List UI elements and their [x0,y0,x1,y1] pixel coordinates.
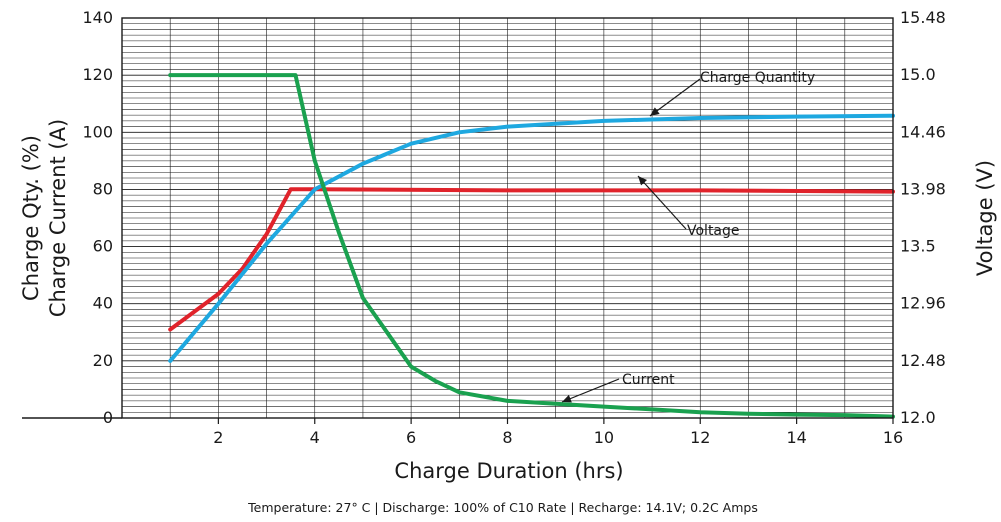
series-charge-quantity [168,113,895,363]
annotation-voltage-arrowhead [638,176,648,186]
y-tick-label-left: 80 [93,179,113,198]
x-tick-label: 8 [502,428,512,447]
tick-labels: 2 4 6 8 10 12 14 16 0 20 40 60 80 100 120 140 12.0 12.48 1… [82,8,945,447]
y-tick-label-right: 12.96 [900,294,946,313]
y-tick-label-right: 15.0 [900,65,936,84]
x-tick-label: 10 [594,428,614,447]
y-tick-label-left: 140 [82,8,113,27]
y-tick-label-right: 12.48 [900,351,946,370]
x-axis-title: Charge Duration (hrs) [394,459,623,483]
annotation-current-arrowhead [562,394,572,403]
y-tick-label-left: 120 [82,65,113,84]
x-tick-label: 4 [310,428,320,447]
chart-caption: Temperature: 27° C | Discharge: 100% of … [247,500,758,515]
series-current [168,73,895,419]
x-tick-label: 2 [213,428,223,447]
annotation-voltage-leader [637,175,687,230]
annotation-charge-quantity-arrowhead [650,107,660,116]
y-tick-label-left: 20 [93,351,113,370]
y-tick-label-left: 60 [93,237,113,256]
annotation-voltage-label: Voltage [687,223,740,239]
series-voltage [168,187,895,332]
y-axis-title-right: Voltage (V) [973,160,997,276]
y-tick-label-right: 13.5 [900,237,936,256]
y-tick-label-right: 14.46 [900,122,946,141]
y-tick-label-right: 15.48 [900,8,946,27]
annotation-current-label: Current [622,372,675,388]
y-tick-label-right: 12.0 [900,408,936,427]
x-tick-label: 14 [786,428,806,447]
x-tick-label: 6 [406,428,416,447]
series-layer [168,73,895,419]
y-axis-title-left-line1: Charge Qty. (%) [19,135,43,301]
annotation-charge-quantity-leader [649,78,701,117]
y-tick-label-left: 40 [93,294,113,313]
y-tick-label-left: 100 [82,122,113,141]
y-tick-label-right: 13.98 [900,179,946,198]
annotation-current-leader [561,378,620,403]
annotations: Charge Quantity Voltage Current [561,70,815,403]
y-axis-title-left-line2: Charge Current (A) [46,119,70,317]
x-tick-label: 12 [690,428,710,447]
y-tick-label-left: 0 [103,408,113,427]
x-tick-label: 16 [883,428,903,447]
annotation-charge-quantity-label: Charge Quantity [700,70,815,86]
